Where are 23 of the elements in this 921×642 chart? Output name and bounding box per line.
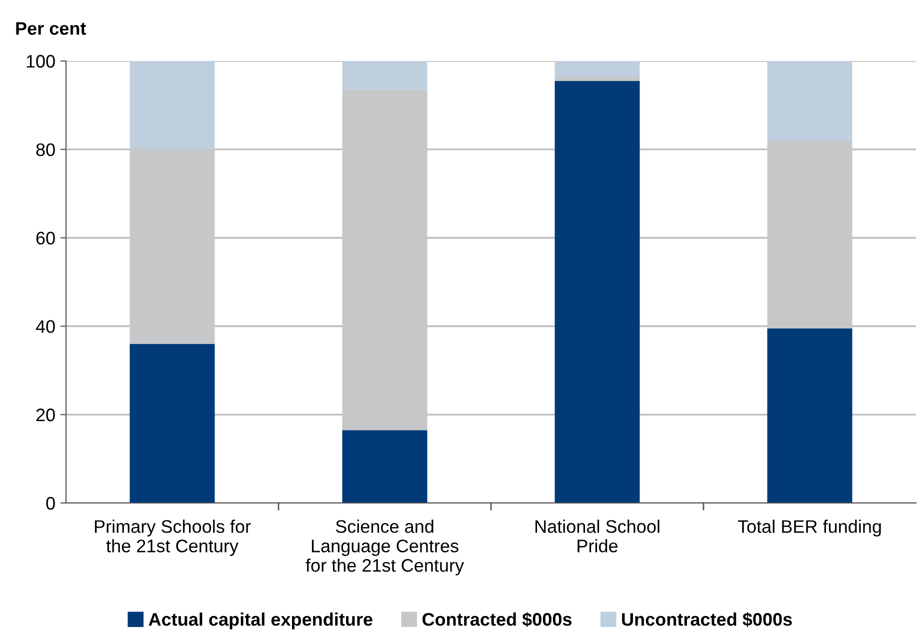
y-axis-title: Per cent	[16, 22, 86, 35]
bar	[767, 328, 852, 503]
x-tick-label: Total BER funding	[738, 520, 881, 536]
x-tick-label: Science and Language Centres for the 21st Century	[306, 520, 464, 576]
bar	[342, 61, 428, 90]
bar	[554, 80, 640, 503]
y-tick-label: 80	[36, 143, 55, 156]
legend-label: Contracted $000s	[422, 612, 572, 627]
y-tick-label: 20	[36, 408, 55, 422]
bar	[130, 61, 215, 150]
bar	[554, 76, 640, 81]
x-tick-label: Primary Schools for the 21st Century	[94, 520, 251, 556]
bar	[130, 344, 215, 503]
legend-label: Actual capital expenditure	[148, 612, 372, 630]
bar	[554, 61, 640, 76]
legend-label: Uncontracted $000s	[622, 612, 792, 627]
x-tick-label: National School Pride	[536, 520, 660, 552]
bar	[767, 61, 852, 141]
y-tick-label: 40	[36, 320, 55, 333]
bar	[342, 430, 428, 503]
y-tick-label: 100	[26, 54, 55, 68]
y-tick-label: 60	[36, 232, 55, 245]
y-tick-label: 0	[46, 496, 55, 510]
